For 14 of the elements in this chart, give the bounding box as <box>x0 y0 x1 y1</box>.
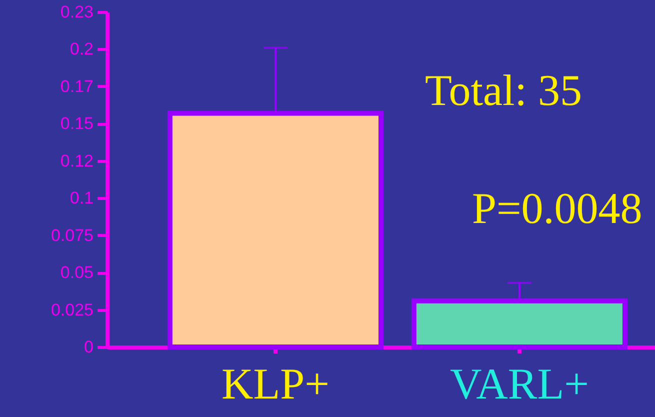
y-tick-label: 0.075 <box>50 226 94 245</box>
y-tick-label: 0 <box>84 338 94 356</box>
y-tick-label: 0.025 <box>50 300 94 320</box>
y-tick-label: 0.17 <box>60 76 94 96</box>
y-tick-label: 0.1 <box>70 188 94 208</box>
annotation: Total: 35 <box>425 66 582 115</box>
x-tick-label: VARL+ <box>450 360 589 408</box>
y-tick-label: 0.12 <box>60 151 94 170</box>
y-tick-label: 0.23 <box>60 2 94 22</box>
x-tick-label: KLP+ <box>221 360 330 408</box>
annotation: P=0.0048 <box>472 184 642 233</box>
y-tick-label: 0.2 <box>70 40 94 59</box>
y-tick-label: 0.05 <box>60 263 94 282</box>
y-tick-label: 0.15 <box>60 114 94 134</box>
